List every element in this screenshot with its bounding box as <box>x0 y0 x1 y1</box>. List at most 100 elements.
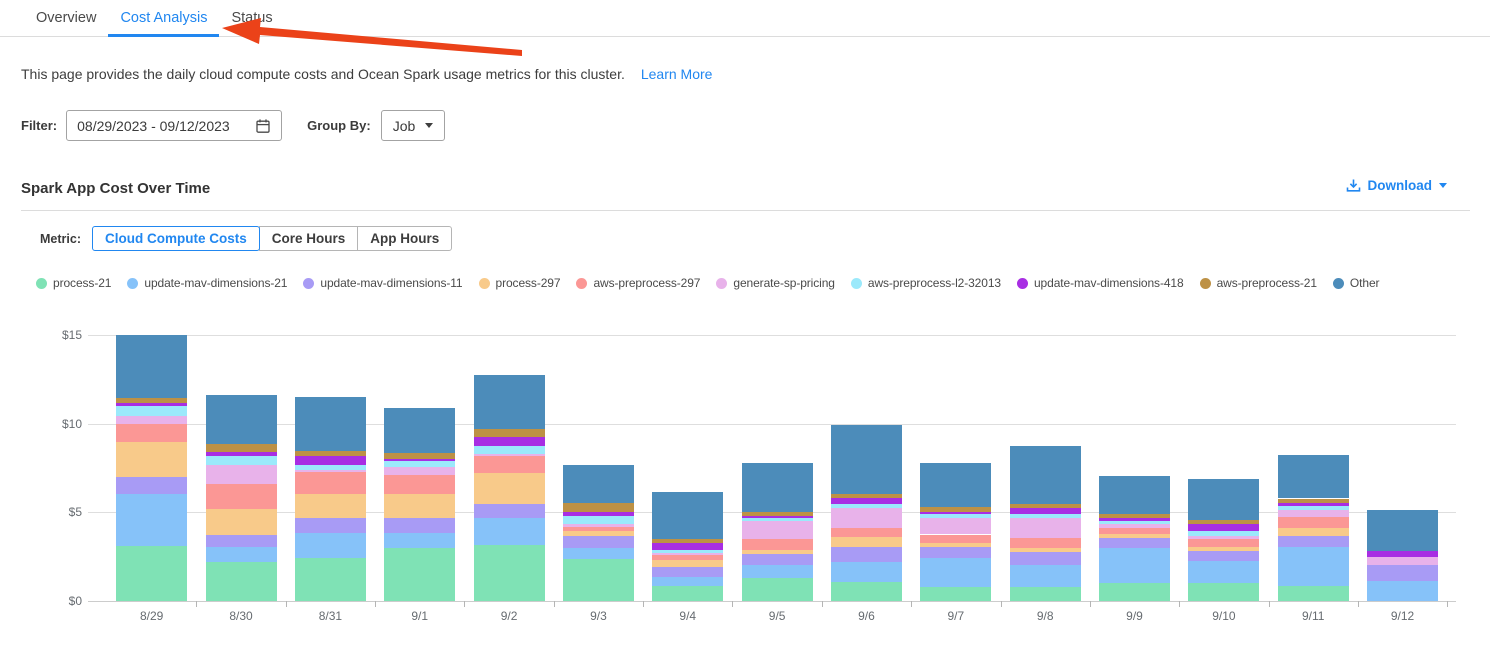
bar-segment-process-21-9/2[interactable] <box>473 545 545 601</box>
bar-segment-update-mav-dimensions-11-8/31[interactable] <box>294 518 366 534</box>
bar-segment-process-297-8/31[interactable] <box>294 494 366 519</box>
bar-segment-generate-sp-pricing-8/29[interactable] <box>116 415 188 424</box>
bar-segment-generate-sp-pricing-9/11[interactable] <box>1277 509 1349 518</box>
bar-segment-Other-8/29[interactable] <box>116 335 188 398</box>
bar-segment-aws-preprocess-l2-32013-8/30[interactable] <box>205 455 277 465</box>
bar-segment-Other-9/7[interactable] <box>920 463 992 507</box>
bar-segment-update-mav-dimensions-21-9/2[interactable] <box>473 518 545 546</box>
bar-segment-Other-9/12[interactable] <box>1367 510 1439 551</box>
bar-segment-Other-8/30[interactable] <box>205 395 277 445</box>
bar-segment-generate-sp-pricing-9/8[interactable] <box>1009 518 1081 538</box>
bar-segment-generate-sp-pricing-9/6[interactable] <box>830 508 902 529</box>
bar-segment-generate-sp-pricing-9/4[interactable] <box>652 553 724 556</box>
bar-segment-aws-preprocess-21-9/7[interactable] <box>920 507 992 512</box>
bar-segment-update-mav-dimensions-418-8/30[interactable] <box>205 452 277 456</box>
bar-segment-generate-sp-pricing-9/5[interactable] <box>741 521 813 539</box>
bar-segment-process-297-9/7[interactable] <box>920 543 992 548</box>
bar-segment-aws-preprocess-297-9/10[interactable] <box>1188 538 1260 548</box>
bar-segment-process-297-9/5[interactable] <box>741 549 813 554</box>
tab-overview[interactable]: Overview <box>24 0 108 36</box>
bar-segment-generate-sp-pricing-9/10[interactable] <box>1188 535 1260 539</box>
bar-segment-process-21-9/3[interactable] <box>562 558 634 601</box>
bar-segment-aws-preprocess-21-8/29[interactable] <box>116 397 188 403</box>
legend-item-process-297[interactable]: process-297 <box>478 276 561 290</box>
bar-segment-update-mav-dimensions-418-9/12[interactable] <box>1367 550 1439 557</box>
bar-segment-aws-preprocess-l2-32013-9/6[interactable] <box>830 504 902 509</box>
bar-segment-aws-preprocess-297-8/31[interactable] <box>294 472 366 495</box>
legend-item-generate-sp-pricing[interactable]: generate-sp-pricing <box>716 276 835 290</box>
bar-segment-process-297-9/3[interactable] <box>562 531 634 537</box>
bar-segment-aws-preprocess-297-9/11[interactable] <box>1277 517 1349 528</box>
bar-segment-update-mav-dimensions-21-9/11[interactable] <box>1277 547 1349 586</box>
bar-segment-aws-preprocess-21-9/8[interactable] <box>1009 503 1081 508</box>
bar-segment-update-mav-dimensions-21-9/1[interactable] <box>384 532 456 548</box>
bar-segment-process-21-9/9[interactable] <box>1099 583 1171 601</box>
bar-segment-Other-9/10[interactable] <box>1188 478 1260 521</box>
bar-segment-process-297-8/29[interactable] <box>116 442 188 477</box>
legend-item-update-mav-dimensions-21[interactable]: update-mav-dimensions-21 <box>127 276 287 290</box>
bar-segment-aws-preprocess-l2-32013-8/29[interactable] <box>116 405 188 416</box>
metric-option-core-hours[interactable]: Core Hours <box>258 226 359 251</box>
bar-segment-process-297-9/11[interactable] <box>1277 527 1349 536</box>
bar-segment-update-mav-dimensions-418-9/6[interactable] <box>830 498 902 505</box>
bar-segment-generate-sp-pricing-9/12[interactable] <box>1367 556 1439 565</box>
bar-segment-Other-8/31[interactable] <box>294 396 366 451</box>
bar-segment-update-mav-dimensions-418-9/11[interactable] <box>1277 502 1349 507</box>
bar-segment-update-mav-dimensions-11-9/7[interactable] <box>920 547 992 559</box>
bar-segment-update-mav-dimensions-21-8/29[interactable] <box>116 493 188 547</box>
download-button[interactable]: Download <box>1346 178 1447 193</box>
bar-segment-aws-preprocess-l2-32013-9/3[interactable] <box>562 516 634 525</box>
bar-segment-update-mav-dimensions-418-9/2[interactable] <box>473 437 545 446</box>
bar-segment-update-mav-dimensions-21-9/5[interactable] <box>741 565 813 579</box>
bar-segment-aws-preprocess-l2-32013-8/31[interactable] <box>294 464 366 471</box>
tab-status[interactable]: Status <box>219 0 284 36</box>
bar-segment-process-297-9/6[interactable] <box>830 537 902 548</box>
legend-item-Other[interactable]: Other <box>1332 276 1380 290</box>
bar-segment-aws-preprocess-297-9/8[interactable] <box>1009 537 1081 548</box>
bar-segment-Other-9/1[interactable] <box>384 407 456 454</box>
bar-segment-aws-preprocess-21-8/31[interactable] <box>294 450 366 456</box>
bar-segment-aws-preprocess-297-9/5[interactable] <box>741 538 813 550</box>
bar-segment-aws-preprocess-21-9/6[interactable] <box>830 493 902 499</box>
bar-segment-aws-preprocess-297-9/7[interactable] <box>920 534 992 543</box>
legend-item-update-mav-dimensions-418[interactable]: update-mav-dimensions-418 <box>1016 276 1184 290</box>
bar-segment-aws-preprocess-l2-32013-9/2[interactable] <box>473 445 545 454</box>
bar-segment-update-mav-dimensions-418-9/5[interactable] <box>741 516 813 519</box>
bar-segment-aws-preprocess-l2-32013-9/9[interactable] <box>1099 521 1171 525</box>
bar-segment-aws-preprocess-l2-32013-9/1[interactable] <box>384 461 456 468</box>
legend-item-aws-preprocess-l2-32013[interactable]: aws-preprocess-l2-32013 <box>850 276 1001 290</box>
bar-segment-aws-preprocess-297-8/30[interactable] <box>205 483 277 509</box>
bar-segment-aws-preprocess-21-8/30[interactable] <box>205 444 277 453</box>
bar-segment-update-mav-dimensions-11-9/6[interactable] <box>830 547 902 562</box>
bar-segment-update-mav-dimensions-11-9/11[interactable] <box>1277 535 1349 548</box>
bar-segment-update-mav-dimensions-418-9/3[interactable] <box>562 511 634 517</box>
bar-segment-aws-preprocess-l2-32013-9/5[interactable] <box>741 518 813 522</box>
legend-item-aws-preprocess-297[interactable]: aws-preprocess-297 <box>576 276 700 290</box>
bar-segment-update-mav-dimensions-21-9/4[interactable] <box>652 577 724 586</box>
metric-option-cloud-compute-costs[interactable]: Cloud Compute Costs <box>91 226 260 251</box>
bar-segment-update-mav-dimensions-418-9/4[interactable] <box>652 543 724 550</box>
bar-segment-process-21-8/29[interactable] <box>116 546 188 601</box>
bar-segment-update-mav-dimensions-11-9/5[interactable] <box>741 554 813 566</box>
bar-segment-aws-preprocess-21-9/5[interactable] <box>741 511 813 517</box>
bar-segment-update-mav-dimensions-21-9/6[interactable] <box>830 561 902 583</box>
bar-segment-update-mav-dimensions-418-9/10[interactable] <box>1188 524 1260 532</box>
bar-segment-Other-9/11[interactable] <box>1277 455 1349 499</box>
bar-segment-process-297-8/30[interactable] <box>205 508 277 535</box>
bar-segment-Other-9/3[interactable] <box>562 464 634 503</box>
bar-segment-update-mav-dimensions-11-8/29[interactable] <box>116 476 188 494</box>
bar-segment-generate-sp-pricing-8/30[interactable] <box>205 464 277 484</box>
bar-segment-update-mav-dimensions-21-9/8[interactable] <box>1009 565 1081 587</box>
bar-segment-aws-preprocess-297-8/29[interactable] <box>116 423 188 443</box>
bar-segment-Other-9/6[interactable] <box>830 424 902 494</box>
bar-segment-aws-preprocess-21-9/11[interactable] <box>1277 498 1349 503</box>
bar-segment-update-mav-dimensions-11-9/4[interactable] <box>652 567 724 578</box>
bar-segment-generate-sp-pricing-8/31[interactable] <box>294 470 366 473</box>
date-range-input[interactable]: 08/29/2023 - 09/12/2023 <box>66 110 283 141</box>
bar-segment-generate-sp-pricing-9/1[interactable] <box>384 467 456 475</box>
bar-segment-update-mav-dimensions-418-9/7[interactable] <box>920 511 992 515</box>
bar-segment-process-21-9/7[interactable] <box>920 586 992 601</box>
bar-segment-update-mav-dimensions-11-8/30[interactable] <box>205 534 277 547</box>
bar-segment-process-21-8/31[interactable] <box>294 558 366 601</box>
bar-segment-aws-preprocess-297-9/6[interactable] <box>830 528 902 538</box>
